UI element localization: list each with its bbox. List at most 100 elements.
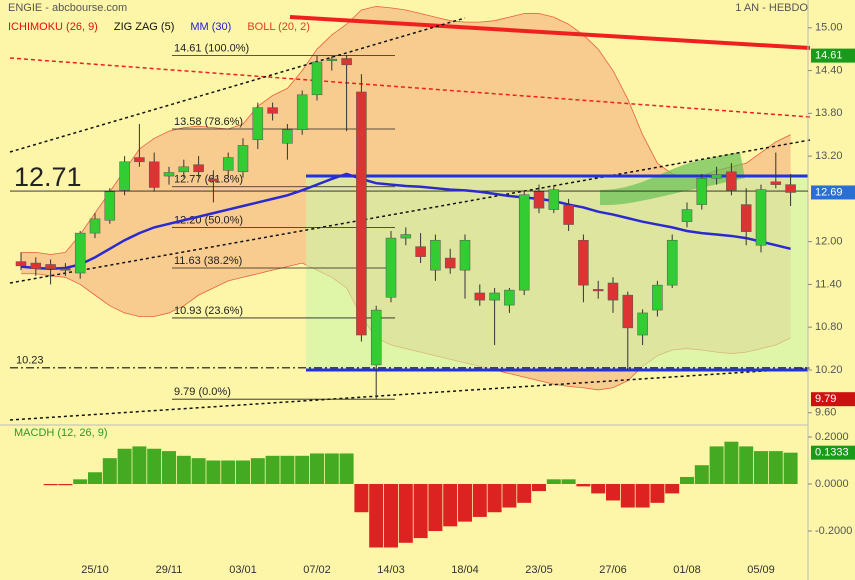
candle-body	[282, 129, 293, 144]
candle-body	[193, 164, 204, 173]
candle-body	[415, 246, 426, 257]
x-tick-label: 18/04	[451, 564, 479, 576]
macdh-tick-label: 0.2000	[815, 431, 849, 443]
macdh-bar	[428, 484, 443, 532]
candle-body	[696, 177, 708, 205]
candle-body	[681, 209, 693, 222]
candle-body	[444, 257, 456, 269]
macdh-bar	[783, 452, 798, 485]
macdh-tag-label: 0.1333	[815, 447, 849, 459]
macdh-bar	[117, 448, 132, 485]
channel-line	[9, 367, 811, 421]
candle-body	[474, 292, 486, 301]
price-tag-label: 14.61	[815, 50, 843, 62]
macdh-bar	[58, 484, 73, 486]
macdh-bar	[280, 455, 295, 485]
candle-body	[163, 172, 175, 177]
candle-body	[311, 61, 323, 96]
candle-body	[578, 239, 589, 286]
macdh-bar	[147, 448, 162, 485]
price-tag-label: 9.79	[815, 393, 836, 405]
macdh-bar	[73, 479, 88, 485]
macdh-bar	[295, 455, 310, 485]
macdh-bar	[354, 484, 369, 513]
candle-body	[430, 239, 441, 271]
mm-line	[20, 172, 791, 270]
candle-body	[622, 294, 634, 329]
macdh-bar	[739, 446, 754, 485]
y-tick-label: 12.00	[815, 236, 843, 248]
macdh-bar	[487, 484, 502, 513]
macdh-bar	[265, 455, 280, 485]
macdh-bar	[384, 484, 398, 548]
y-tick-label: 10.80	[815, 321, 843, 333]
macdh-bar	[665, 484, 680, 494]
macdh-bar	[206, 460, 221, 485]
candle-body	[563, 205, 574, 225]
macdh-bar	[694, 465, 709, 485]
x-tick-label: 05/09	[747, 564, 775, 576]
legend-entry: BOLL (20, 2)	[247, 21, 310, 33]
candle-body	[755, 189, 767, 246]
y-tick-label: 11.40	[815, 278, 842, 290]
chart-subtitle: 1 AN - HEBDO	[735, 2, 808, 14]
candle-body	[652, 284, 663, 311]
macdh-bar	[472, 484, 487, 517]
candle-body	[770, 181, 782, 185]
y-tick-label: 14.40	[815, 64, 843, 76]
candle-body	[60, 268, 71, 271]
last-price-text: 12.71	[14, 162, 82, 192]
candle-body	[134, 157, 145, 163]
candle-body	[178, 166, 190, 173]
price-tag	[811, 48, 855, 63]
macdh-bar	[650, 484, 665, 503]
candle-body	[548, 189, 560, 210]
macdh-bar	[620, 484, 635, 508]
macdh-bar	[680, 476, 694, 485]
fib-label: 10.93 (23.6%)	[174, 305, 243, 317]
candle-body	[607, 282, 619, 301]
x-tick-label: 29/11	[156, 564, 183, 576]
candle-body	[252, 107, 264, 140]
chart-title: ENGIE - abcbourse.com	[8, 2, 127, 14]
macdh-bar	[754, 451, 768, 485]
y-tick-label: 10.20	[815, 364, 843, 376]
candle-body	[385, 237, 397, 298]
macdh-bar	[132, 446, 147, 485]
fib-label: 13.58 (78.6%)	[174, 116, 243, 128]
candle-body	[74, 232, 86, 274]
x-tick-label: 07/02	[303, 564, 331, 576]
candle-body	[637, 312, 648, 336]
candle-body	[104, 191, 116, 221]
macdh-bar	[43, 484, 58, 486]
x-tick-label: 03/01	[229, 564, 257, 576]
candle-body	[489, 292, 500, 301]
candle-body	[267, 107, 278, 114]
macdh-bar	[162, 451, 176, 485]
fib-label: 14.61 (100.0%)	[174, 43, 249, 55]
macdh-bar	[768, 451, 783, 485]
candle-body	[504, 289, 515, 306]
macdh-title: MACDH (12, 26, 9)	[14, 427, 108, 439]
macdh-bar	[546, 479, 561, 485]
legend-entry: MM (30)	[190, 21, 231, 33]
macdh-tag	[811, 445, 855, 460]
macdh-bar	[191, 458, 206, 485]
candle-body	[711, 174, 722, 179]
trend-line	[9, 57, 811, 118]
candle-body	[89, 218, 101, 234]
trend-line	[289, 15, 811, 50]
macdh-bar	[339, 453, 354, 485]
candle-body	[15, 261, 27, 267]
y-tick-label: 13.20	[815, 150, 843, 162]
macdh-bar	[606, 484, 620, 501]
candle-body	[341, 58, 352, 66]
macdh-bar	[502, 484, 517, 508]
x-tick-label: 23/05	[525, 564, 553, 576]
legend-entry: ICHIMOKU (26, 9)	[8, 21, 98, 33]
macdh-bar	[324, 453, 339, 485]
legend-entry: ZIG ZAG (5)	[114, 21, 175, 33]
y-tick-label: 15.00	[815, 22, 843, 34]
candle-body	[459, 239, 471, 271]
